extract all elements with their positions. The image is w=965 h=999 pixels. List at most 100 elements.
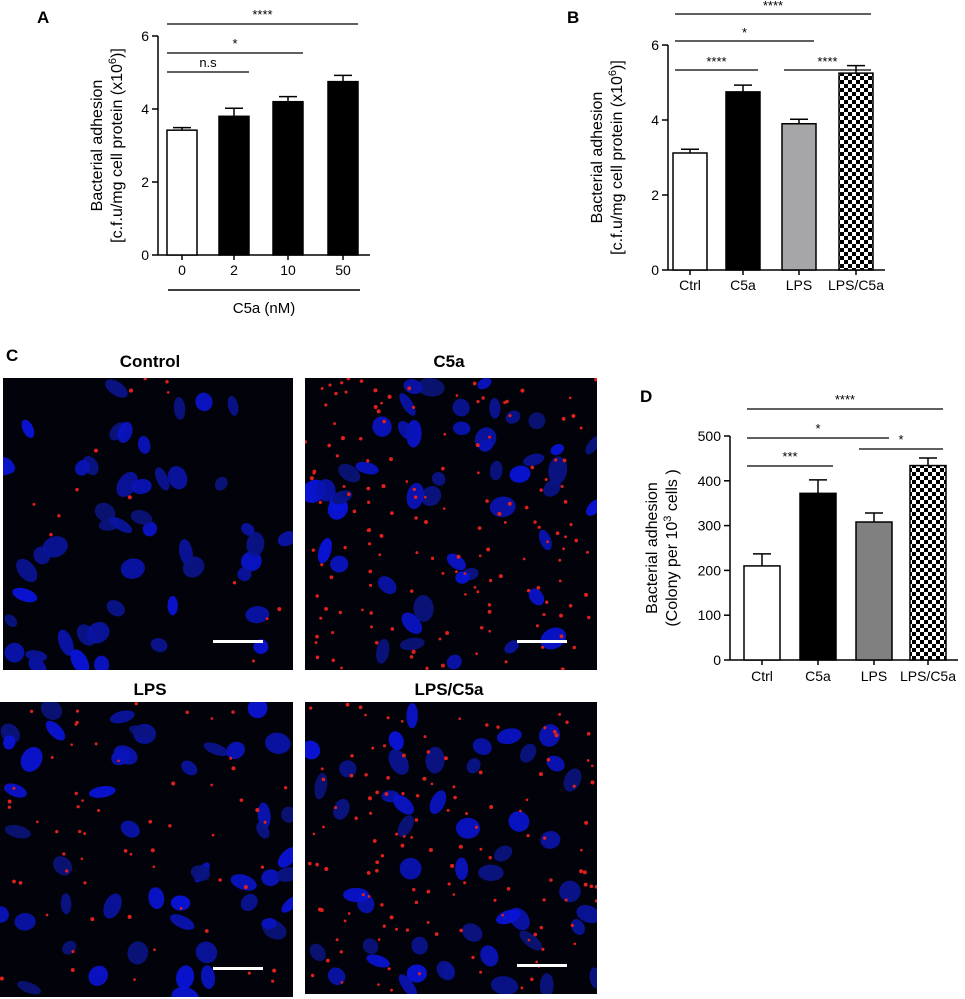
significance-label-b: **** bbox=[817, 54, 837, 69]
bacterium-dot bbox=[569, 523, 573, 527]
bacterium-dot bbox=[369, 625, 374, 629]
cell-nucleus bbox=[103, 893, 122, 919]
bacterium-dot bbox=[425, 666, 429, 670]
x-axis-label-a: C5a (nM) bbox=[233, 300, 296, 317]
bacterium-dot bbox=[476, 400, 480, 404]
cell-nucleus bbox=[150, 638, 168, 653]
cell-nucleus bbox=[339, 760, 357, 778]
bacterium-dot bbox=[395, 927, 399, 931]
bacterium-dot bbox=[452, 893, 456, 896]
bacterium-dot bbox=[568, 604, 573, 608]
bacterium-dot bbox=[542, 613, 546, 617]
cell-nucleus bbox=[20, 747, 43, 772]
bacterium-dot bbox=[538, 772, 543, 777]
bacterium-dot bbox=[324, 606, 329, 611]
bacterium-dot bbox=[369, 583, 373, 587]
bacterium-dot bbox=[453, 795, 457, 800]
bacterium-dot bbox=[526, 834, 530, 838]
cell-nucleus bbox=[528, 588, 545, 606]
bacterium-dot bbox=[441, 663, 445, 668]
bacterium-dot bbox=[571, 414, 576, 418]
bacterium-dot bbox=[561, 416, 566, 421]
bacterium-dot bbox=[7, 799, 12, 804]
cell-nucleus bbox=[17, 981, 42, 995]
cell-nucleus bbox=[496, 728, 522, 745]
cell-nucleus bbox=[523, 453, 545, 467]
bacterium-dot bbox=[315, 634, 319, 639]
bacterium-dot bbox=[76, 805, 80, 809]
cell-nucleus bbox=[452, 398, 470, 417]
cell-nucleus bbox=[94, 502, 116, 522]
panel-letter-a: A bbox=[37, 8, 50, 27]
bacterium-dot bbox=[473, 586, 477, 589]
bar-d-3 bbox=[909, 464, 947, 661]
bacterium-dot bbox=[458, 844, 463, 849]
bacterium-dot bbox=[401, 792, 405, 796]
micrograph-image bbox=[305, 378, 597, 670]
cell-nucleus bbox=[411, 936, 428, 955]
bacterium-dot bbox=[324, 403, 328, 407]
cell-nucleus bbox=[327, 967, 346, 986]
bacterium-dot bbox=[347, 492, 351, 496]
bacterium-dot bbox=[546, 540, 550, 544]
bacterium-dot bbox=[402, 835, 406, 838]
bacterium-dot bbox=[0, 976, 4, 981]
x-tick-label-a: 10 bbox=[280, 262, 296, 278]
bacterium-dot bbox=[524, 505, 529, 510]
bacterium-dot bbox=[506, 887, 511, 891]
cell-nucleus bbox=[399, 857, 422, 880]
x-tick-label-a: 0 bbox=[178, 262, 186, 278]
cell-nucleus bbox=[256, 821, 270, 839]
bacterium-dot bbox=[441, 571, 445, 575]
cell-nucleus bbox=[377, 576, 397, 594]
bacterium-dot bbox=[552, 729, 557, 734]
bacterium-dot bbox=[328, 383, 332, 387]
cell-nucleus bbox=[3, 783, 27, 798]
cell-nucleus bbox=[253, 639, 269, 654]
cell-nucleus bbox=[170, 914, 195, 930]
cell-nucleus bbox=[176, 965, 195, 990]
cell-nucleus bbox=[398, 974, 418, 994]
bacterium-dot bbox=[386, 775, 390, 780]
bacterium-dot bbox=[405, 928, 410, 932]
cell-nucleus bbox=[53, 856, 73, 876]
bacterium-dot bbox=[94, 742, 98, 746]
bar-b-3 bbox=[838, 72, 874, 271]
bacterium-dot bbox=[415, 551, 419, 555]
bacterium-dot bbox=[562, 547, 566, 551]
bacterium-dot bbox=[476, 471, 480, 475]
cell-nucleus bbox=[246, 532, 265, 557]
bacterium-dot bbox=[272, 968, 277, 973]
bacterium-dot bbox=[423, 735, 427, 739]
bacterium-dot bbox=[505, 399, 509, 404]
bacterium-dot bbox=[7, 805, 12, 809]
bacterium-dot bbox=[443, 432, 447, 436]
bacterium-dot bbox=[414, 516, 418, 520]
bacterium-dot bbox=[543, 726, 547, 730]
bacterium-dot bbox=[401, 753, 406, 758]
bacterium-dot bbox=[560, 667, 565, 670]
bacterium-dot bbox=[447, 882, 451, 886]
bacterium-dot bbox=[372, 838, 377, 843]
bacterium-dot bbox=[331, 631, 335, 635]
bacterium-dot bbox=[71, 950, 75, 954]
bacterium-dot bbox=[417, 972, 422, 976]
bacterium-dot bbox=[519, 809, 522, 813]
bacterium-dot bbox=[539, 488, 543, 492]
cell-nucleus bbox=[4, 614, 18, 627]
bacterium-dot bbox=[373, 388, 378, 393]
bacterium-dot bbox=[487, 603, 492, 607]
bacterium-dot bbox=[367, 500, 371, 504]
bacterium-dot bbox=[361, 608, 364, 612]
cell-nucleus bbox=[120, 820, 140, 838]
cell-nucleus bbox=[154, 467, 170, 491]
x-tick-label-d: LPS bbox=[861, 668, 887, 684]
bacterium-dot bbox=[558, 579, 562, 583]
bacterium-dot bbox=[504, 660, 508, 664]
cell-nucleus bbox=[425, 746, 445, 774]
micrograph-title-control: Control bbox=[119, 352, 181, 371]
scale-bar bbox=[517, 964, 567, 967]
bacterium-dot bbox=[204, 929, 209, 933]
cell-nucleus bbox=[539, 724, 561, 747]
bacterium-dot bbox=[35, 820, 39, 824]
